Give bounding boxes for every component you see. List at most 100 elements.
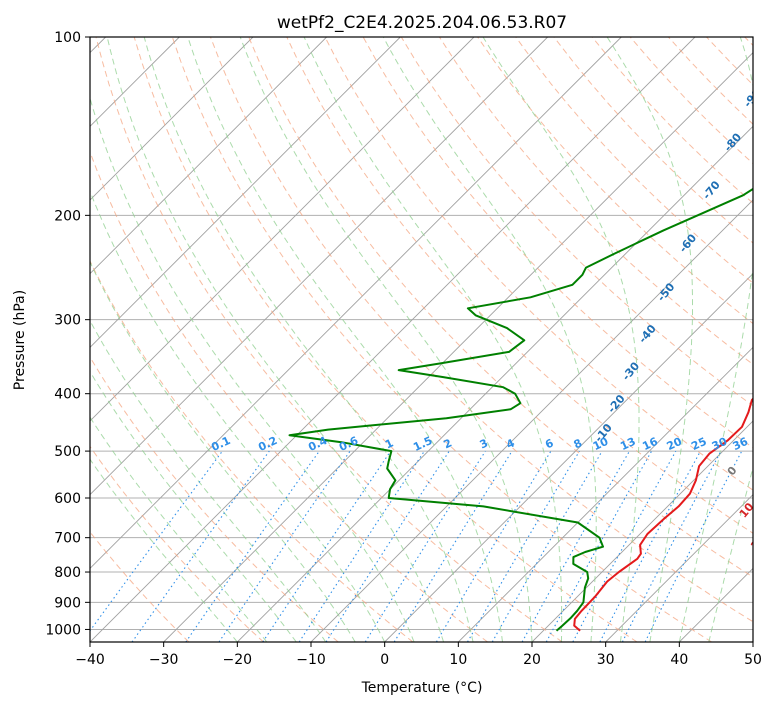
moist-adiabat-line [303, 37, 563, 642]
x-tick-label: −20 [223, 652, 253, 668]
moist-adiabat-line [187, 37, 503, 642]
mixing-ratio-line [644, 450, 743, 642]
y-tick-label: 300 [54, 313, 81, 329]
dry-adiabat-line [438, 37, 753, 366]
y-tick-label: 100 [54, 30, 81, 46]
dry-adiabat-label: -20 [605, 392, 628, 416]
isotherm-line [531, 420, 753, 642]
x-tick-label: 30 [597, 652, 615, 668]
mixing-ratio-line [298, 450, 425, 642]
y-tick-label: 400 [54, 387, 81, 403]
isotherm-line [90, 37, 327, 275]
mixing-ratio-line [545, 450, 653, 642]
dry-adiabat-line [90, 531, 190, 642]
mixing-ratio-line [467, 450, 580, 642]
mixing-ratio-label: 36 [731, 435, 751, 453]
moist-adiabat-line [606, 37, 693, 642]
y-tick-label: 1000 [45, 622, 81, 638]
moist-adiabat-line [708, 465, 753, 642]
mixing-ratio-line [325, 450, 450, 642]
dry-adiabat-line [668, 37, 753, 125]
mixing-ratio-line [364, 450, 486, 642]
x-tick-label: 40 [670, 652, 688, 668]
moist-adiabat-line [90, 189, 386, 642]
isotherm-line [90, 37, 401, 348]
sounding-traces [288, 187, 753, 632]
dry-adiabat-line [171, 37, 712, 642]
y-axis: 100 200 300 400 500 600 700 800 900 1000 [45, 30, 90, 638]
x-tick-label: −40 [75, 652, 105, 668]
mixing-ratio-line [393, 450, 513, 642]
isotherm-line [90, 37, 548, 496]
y-tick-label: 900 [54, 595, 81, 611]
moist-adiabat-line [90, 370, 297, 642]
moist-adiabat-label: 0 [725, 464, 740, 478]
background-lines [90, 37, 753, 642]
mixing-ratio-line [572, 450, 677, 642]
dewpoint-trace [288, 187, 753, 632]
y-tick-label: 800 [54, 565, 81, 581]
dry-adiabat-line [95, 37, 563, 642]
chart-title: wetPf2_C2E4.2025.204.06.53.R07 [277, 13, 567, 33]
mixing-ratio-label: 20 [665, 435, 685, 453]
moist-adiabat-line [90, 416, 268, 642]
dry-adiabat-line [706, 37, 753, 86]
isotherm-line [90, 37, 696, 642]
moist-adiabat-line [90, 96, 415, 642]
x-tick-label: 0 [380, 652, 389, 668]
mixing-ratio-line [435, 450, 552, 642]
isotherm-line [679, 567, 753, 642]
y-tick-label: 500 [54, 444, 81, 460]
mixing-ratio-label: 6 [543, 436, 556, 451]
x-tick-label: 10 [449, 652, 467, 668]
moist-adiabat-line [90, 458, 238, 642]
dry-adiabat-label: -90 [741, 86, 764, 110]
dry-adiabat-line [210, 37, 753, 623]
dry-adiabat-line [591, 37, 753, 204]
x-axis: −40 −30 −20 −10 0 10 20 30 40 50 [75, 642, 762, 668]
mixing-ratio-label: 25 [689, 435, 708, 453]
dry-adiabat-line [324, 37, 753, 491]
moist-adiabat-label: 30 [760, 563, 775, 583]
isotherm-line [237, 125, 753, 642]
mixing-ratio-label: 4 [504, 436, 517, 451]
isotherm-line [90, 37, 254, 201]
moist-adiabat-line [382, 37, 597, 642]
dry-adiabat-line [744, 37, 753, 47]
dry-adiabat-label: -100 [758, 40, 775, 70]
mixing-ratio-label: 10 [591, 435, 611, 453]
y-tick-label: 200 [54, 208, 81, 224]
mixing-ratio-line [131, 450, 270, 642]
mixing-ratio-line [262, 450, 392, 642]
x-tick-label: 50 [744, 652, 762, 668]
isotherm-line [605, 494, 753, 642]
dry-adiabat-line [286, 37, 753, 534]
isotherm-line [458, 346, 753, 642]
dry-adiabat-label: -70 [700, 178, 723, 202]
moist-adiabat-label: 10 [737, 500, 757, 520]
mixing-ratio-label: 16 [640, 435, 660, 453]
moist-adiabat-line [482, 37, 640, 642]
mixing-ratio-line [599, 450, 701, 642]
dry-adiabat-line [515, 37, 753, 284]
x-tick-label: 20 [523, 652, 541, 668]
x-axis-label: Temperature (°C) [361, 680, 483, 696]
mixing-ratio-line [218, 450, 351, 642]
dry-adiabat-label: -80 [721, 130, 744, 154]
isotherm-line [384, 273, 753, 642]
mixing-ratio-label: 13 [618, 435, 637, 453]
isotherm-line [90, 37, 475, 422]
dry-adiabat-label: -40 [636, 322, 659, 346]
x-tick-label: −30 [149, 652, 179, 668]
moist-adiabat-line [678, 37, 753, 642]
dry-adiabat-line [133, 37, 638, 642]
dry-adiabat-line [248, 37, 753, 578]
isotherm-line [163, 52, 753, 642]
mixing-ratio-line [90, 450, 223, 632]
plot-frame [89, 36, 754, 643]
moist-adiabat-label: 20 [748, 532, 768, 552]
isotherm-line [752, 641, 753, 642]
temperature-trace [573, 397, 753, 632]
mixing-ratio-line [185, 450, 320, 642]
